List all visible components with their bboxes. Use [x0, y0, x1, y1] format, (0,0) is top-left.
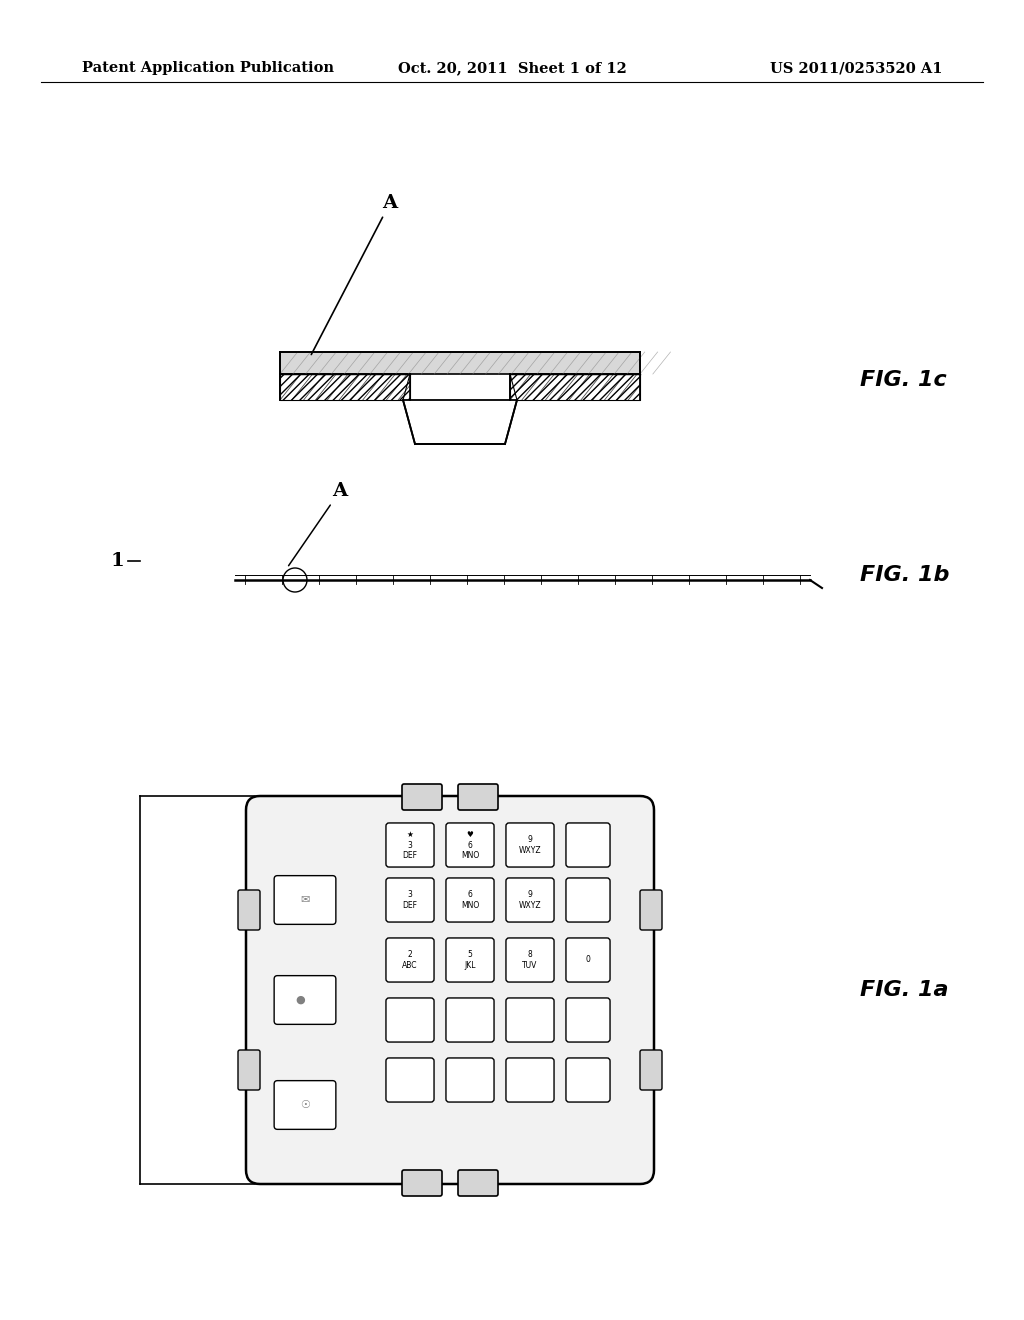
FancyBboxPatch shape	[446, 998, 494, 1041]
Text: ●: ●	[295, 995, 305, 1005]
FancyBboxPatch shape	[506, 1057, 554, 1102]
Text: 9
WXYZ: 9 WXYZ	[519, 836, 542, 855]
FancyBboxPatch shape	[386, 998, 434, 1041]
FancyBboxPatch shape	[566, 1057, 610, 1102]
Text: A: A	[311, 194, 397, 355]
Polygon shape	[510, 374, 640, 400]
Text: ♥
6
MNO: ♥ 6 MNO	[461, 830, 479, 859]
FancyBboxPatch shape	[566, 939, 610, 982]
Polygon shape	[280, 374, 410, 400]
FancyBboxPatch shape	[446, 939, 494, 982]
Text: 2
ABC: 2 ABC	[402, 950, 418, 970]
FancyBboxPatch shape	[238, 1049, 260, 1090]
FancyBboxPatch shape	[446, 878, 494, 923]
Text: 6
MNO: 6 MNO	[461, 890, 479, 909]
FancyBboxPatch shape	[402, 784, 442, 810]
Text: 3
DEF: 3 DEF	[402, 890, 418, 909]
FancyBboxPatch shape	[566, 998, 610, 1041]
FancyBboxPatch shape	[386, 822, 434, 867]
Text: 9
WXYZ: 9 WXYZ	[519, 890, 542, 909]
FancyBboxPatch shape	[274, 975, 336, 1024]
FancyBboxPatch shape	[458, 784, 498, 810]
Text: Patent Application Publication: Patent Application Publication	[82, 61, 334, 75]
Text: US 2011/0253520 A1: US 2011/0253520 A1	[770, 61, 942, 75]
FancyBboxPatch shape	[506, 878, 554, 923]
Text: FIG. 1c: FIG. 1c	[860, 370, 947, 389]
Text: ★
3
DEF: ★ 3 DEF	[402, 830, 418, 859]
FancyBboxPatch shape	[458, 1170, 498, 1196]
FancyBboxPatch shape	[446, 822, 494, 867]
FancyBboxPatch shape	[238, 890, 260, 931]
Text: FIG. 1b: FIG. 1b	[860, 565, 949, 585]
Text: 5
JKL: 5 JKL	[464, 950, 476, 970]
FancyBboxPatch shape	[386, 878, 434, 923]
FancyBboxPatch shape	[566, 822, 610, 867]
Text: 1: 1	[111, 552, 125, 570]
FancyBboxPatch shape	[274, 875, 336, 924]
FancyBboxPatch shape	[386, 939, 434, 982]
FancyBboxPatch shape	[386, 1057, 434, 1102]
FancyBboxPatch shape	[506, 822, 554, 867]
Text: 0: 0	[586, 956, 591, 965]
FancyBboxPatch shape	[566, 878, 610, 923]
FancyBboxPatch shape	[640, 890, 662, 931]
FancyBboxPatch shape	[246, 796, 654, 1184]
Text: Oct. 20, 2011  Sheet 1 of 12: Oct. 20, 2011 Sheet 1 of 12	[397, 61, 627, 75]
Text: FIG. 1a: FIG. 1a	[860, 979, 948, 1001]
Polygon shape	[403, 400, 517, 444]
FancyBboxPatch shape	[640, 1049, 662, 1090]
Bar	[280, 374, 410, 400]
Text: ☉: ☉	[300, 1100, 310, 1110]
Text: A: A	[289, 482, 347, 566]
Bar	[510, 374, 640, 400]
FancyBboxPatch shape	[506, 998, 554, 1041]
FancyBboxPatch shape	[402, 1170, 442, 1196]
FancyBboxPatch shape	[274, 1081, 336, 1130]
Bar	[280, 352, 640, 374]
FancyBboxPatch shape	[446, 1057, 494, 1102]
Text: 8
TUV: 8 TUV	[522, 950, 538, 970]
FancyBboxPatch shape	[506, 939, 554, 982]
Text: ✉: ✉	[300, 895, 309, 906]
